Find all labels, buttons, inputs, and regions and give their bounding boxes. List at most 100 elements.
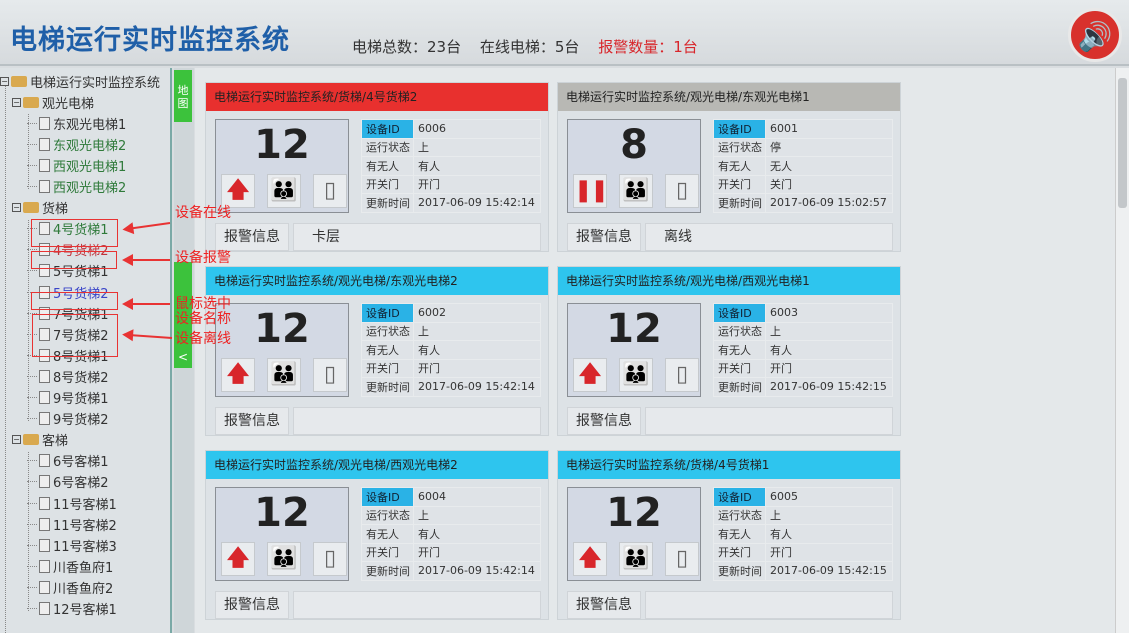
card-header[interactable]: 电梯运行实时监控系统/观光电梯/东观光电梯1 bbox=[558, 83, 900, 111]
device-icon bbox=[39, 412, 50, 426]
floor-number: 12 bbox=[606, 490, 662, 536]
alarm-message bbox=[645, 407, 893, 435]
tree-item[interactable]: 9号货梯2 bbox=[27, 410, 109, 428]
device-icon bbox=[39, 327, 50, 341]
floor-number: 12 bbox=[254, 306, 310, 352]
people-icon: 👪 bbox=[619, 174, 653, 208]
elevator-card: 电梯运行实时监控系统/观光电梯/东观光电梯1 8 ❚❚ 👪 ▯ 设备ID 6001… bbox=[557, 82, 901, 252]
label-person: 有无人 bbox=[361, 156, 414, 176]
run-state: 上 bbox=[413, 137, 541, 157]
collapse-sidebar-button[interactable]: < bbox=[174, 262, 192, 368]
tree-item[interactable]: 8号货梯2 bbox=[27, 367, 109, 386]
door-state: 开门 bbox=[413, 542, 541, 562]
device-id: 6006 bbox=[413, 119, 541, 139]
annotation-box bbox=[31, 219, 118, 247]
tree-item[interactable]: 东观光电梯2 bbox=[27, 135, 126, 154]
card-header[interactable]: 电梯运行实时监控系统/观光电梯/西观光电梯1 bbox=[558, 267, 900, 295]
alarm-message bbox=[293, 407, 541, 435]
tree-item[interactable]: 7号货梯1 bbox=[27, 304, 109, 323]
door-state: 开门 bbox=[765, 358, 893, 378]
people-icon: 👪 bbox=[619, 542, 653, 576]
up-arrow-icon: 🡅 bbox=[221, 542, 255, 576]
door-icon: ▯ bbox=[665, 542, 699, 576]
annotation-box bbox=[31, 292, 118, 310]
tree-root[interactable]: − 电梯运行实时监控系统 bbox=[0, 75, 161, 91]
device-tree: − 电梯运行实时监控系统 − 观光电梯东观光电梯1 东观光电梯2 西观光电梯1 西观光电梯2… bbox=[0, 68, 172, 633]
update-time: 2017-06-09 15:42:15 bbox=[765, 377, 893, 397]
people-icon: 👪 bbox=[619, 358, 653, 392]
alarm-info-label: 报警信息 bbox=[215, 223, 289, 251]
device-icon bbox=[39, 496, 50, 510]
label-time: 更新时间 bbox=[361, 377, 414, 397]
elevator-display: 12 🡅 👪 ▯ bbox=[215, 303, 349, 397]
card-header[interactable]: 电梯运行实时监控系统/货梯/4号货梯2 bbox=[206, 83, 548, 111]
alarm-bar: 报警信息 bbox=[567, 591, 893, 619]
folder-icon bbox=[23, 202, 39, 214]
device-icon bbox=[39, 602, 50, 615]
online-count: 在线电梯：5台 bbox=[479, 38, 580, 56]
total-count: 电梯总数：23台 bbox=[352, 38, 462, 56]
speaker-icon[interactable]: 🔊 bbox=[1068, 8, 1122, 62]
alarm-message bbox=[645, 591, 893, 619]
tree-item[interactable]: 11号客梯2 bbox=[27, 515, 117, 534]
alarm-message: 卡层 bbox=[293, 223, 541, 251]
tree-item[interactable]: 西观光电梯1 bbox=[27, 156, 126, 175]
device-icon bbox=[39, 180, 50, 193]
tree-group[interactable]: − 货梯 bbox=[12, 202, 69, 218]
tree-group[interactable]: − 客梯 bbox=[12, 434, 69, 450]
run-state: 上 bbox=[413, 321, 541, 341]
card-header[interactable]: 电梯运行实时监控系统/观光电梯/东观光电梯2 bbox=[206, 267, 548, 295]
door-icon: ▯ bbox=[665, 174, 699, 208]
tree-item[interactable]: 4号货梯1 bbox=[27, 220, 109, 238]
tree-item[interactable]: 9号货梯1 bbox=[27, 389, 109, 407]
occupancy: 有人 bbox=[413, 156, 541, 176]
door-icon: ▯ bbox=[313, 358, 347, 392]
floor-number: 12 bbox=[254, 122, 310, 168]
label-person: 有无人 bbox=[361, 524, 414, 544]
floor-number: 8 bbox=[620, 122, 648, 168]
annotation-offline: 设备离线 bbox=[175, 331, 231, 347]
elevator-display: 12 🡅 👪 ▯ bbox=[215, 487, 349, 581]
map-tab[interactable]: 地图 bbox=[174, 70, 192, 122]
alarm-bar: 报警信息 卡层 bbox=[215, 223, 541, 251]
device-icon bbox=[39, 348, 50, 362]
device-icon bbox=[39, 475, 50, 489]
people-icon: 👪 bbox=[267, 174, 301, 208]
door-icon: ▯ bbox=[313, 174, 347, 208]
tree-item[interactable]: 12号客梯1 bbox=[27, 600, 117, 618]
device-icon bbox=[39, 116, 50, 130]
elevator-display: 8 ❚❚ 👪 ▯ bbox=[567, 119, 701, 213]
alarm-bar: 报警信息 bbox=[215, 407, 541, 435]
tree-item[interactable]: 6号客梯2 bbox=[27, 473, 109, 491]
up-arrow-icon: 🡅 bbox=[573, 542, 607, 576]
label-person: 有无人 bbox=[361, 340, 414, 360]
label-state: 运行状态 bbox=[713, 505, 766, 525]
elevator-display: 12 🡅 👪 ▯ bbox=[567, 487, 701, 581]
device-icon bbox=[39, 517, 50, 531]
card-header[interactable]: 电梯运行实时监控系统/货梯/4号货梯1 bbox=[558, 451, 900, 479]
device-icon bbox=[39, 580, 50, 594]
alarm-info-label: 报警信息 bbox=[567, 223, 641, 251]
card-header[interactable]: 电梯运行实时监控系统/观光电梯/西观光电梯2 bbox=[206, 451, 548, 479]
tree-item[interactable]: 川香鱼府1 bbox=[27, 557, 113, 576]
label-door: 开关门 bbox=[713, 358, 766, 378]
up-arrow-icon: 🡅 bbox=[573, 358, 607, 392]
scrollbar[interactable] bbox=[1115, 68, 1129, 633]
label-time: 更新时间 bbox=[713, 377, 766, 397]
tree-item[interactable]: 东观光电梯1 bbox=[27, 114, 126, 133]
device-icon bbox=[39, 369, 50, 383]
tree-item[interactable]: 6号客梯1 bbox=[27, 452, 109, 470]
update-time: 2017-06-09 15:42:14 bbox=[413, 561, 541, 581]
tree-item[interactable]: 西观光电梯2 bbox=[27, 178, 126, 196]
tree-item[interactable]: 川香鱼府2 bbox=[27, 578, 113, 597]
monitor-panel: 电梯运行实时监控系统/货梯/4号货梯2 12 🡅 👪 ▯ 设备ID 6006 运行… bbox=[195, 68, 1115, 633]
run-state: 上 bbox=[765, 321, 893, 341]
tree-group[interactable]: − 观光电梯 bbox=[12, 96, 95, 112]
tree-item[interactable]: 11号客梯3 bbox=[27, 536, 117, 555]
annotation-selected: 鼠标选中设备名称 bbox=[175, 296, 231, 327]
elevator-card: 电梯运行实时监控系统/货梯/4号货梯2 12 🡅 👪 ▯ 设备ID 6006 运行… bbox=[205, 82, 549, 252]
tree-item[interactable]: 5号货梯1 bbox=[27, 262, 109, 280]
device-icon bbox=[39, 222, 50, 236]
tree-item[interactable]: 11号客梯1 bbox=[27, 494, 117, 513]
occupancy: 无人 bbox=[765, 156, 893, 176]
